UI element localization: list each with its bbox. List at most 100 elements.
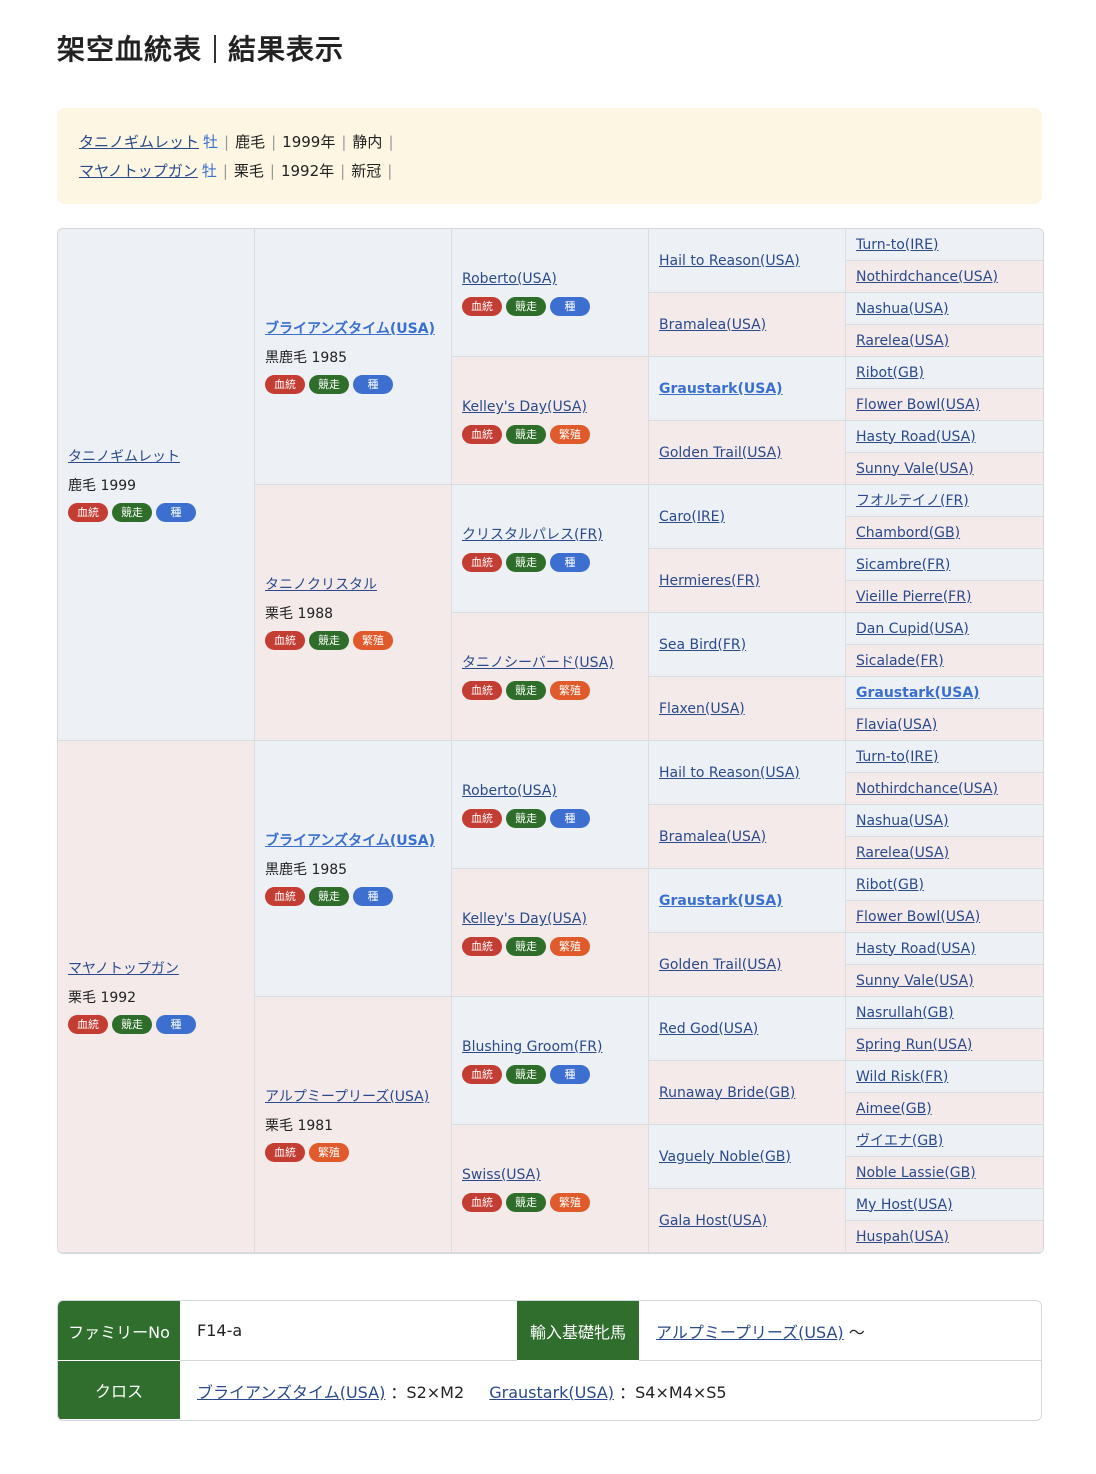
badge-race[interactable]: 競走 <box>506 681 546 700</box>
badge-blood[interactable]: 血統 <box>462 297 502 316</box>
badge-race[interactable]: 競走 <box>506 1065 546 1084</box>
horse-link[interactable]: Sicambre(FR) <box>856 556 951 573</box>
badge-blood[interactable]: 血統 <box>265 887 305 906</box>
horse-link[interactable]: Graustark(USA) <box>659 380 783 397</box>
horse-link[interactable]: Ribot(GB) <box>856 876 924 893</box>
horse-link[interactable]: タニノクリスタル <box>265 577 377 593</box>
horse-link[interactable]: Nashua(USA) <box>856 812 949 829</box>
import-mare-link[interactable]: アルプミープリーズ(USA) <box>656 1322 844 1342</box>
horse-link[interactable]: Sunny Vale(USA) <box>856 460 974 477</box>
badge-blood[interactable]: 血統 <box>462 1065 502 1084</box>
horse-link[interactable]: Swiss(USA) <box>462 1167 541 1183</box>
horse-link[interactable]: Red God(USA) <box>659 1020 759 1037</box>
badge-blood[interactable]: 血統 <box>462 553 502 572</box>
horse-link[interactable]: タニノシーバード(USA) <box>462 655 614 671</box>
horse-link[interactable]: Nothirdchance(USA) <box>856 780 998 797</box>
badge-stud[interactable]: 種 <box>353 887 393 906</box>
badge-mare[interactable]: 繁殖 <box>353 631 393 650</box>
horse-link[interactable]: Flaxen(USA) <box>659 700 745 717</box>
horse-link[interactable]: Wild Risk(FR) <box>856 1068 949 1085</box>
badge-stud[interactable]: 種 <box>156 1015 196 1034</box>
horse-link[interactable]: Flower Bowl(USA) <box>856 396 981 413</box>
badge-mare[interactable]: 繁殖 <box>550 1193 590 1212</box>
horse-link[interactable]: Nashua(USA) <box>856 300 949 317</box>
horse-link[interactable]: Ribot(GB) <box>856 364 924 381</box>
badge-stud[interactable]: 種 <box>550 1065 590 1084</box>
horse-link[interactable]: Hermieres(FR) <box>659 572 760 589</box>
horse-link[interactable]: Hail to Reason(USA) <box>659 252 800 269</box>
badge-mare[interactable]: 繁殖 <box>550 425 590 444</box>
badge-blood[interactable]: 血統 <box>462 937 502 956</box>
horse-link[interactable]: Golden Trail(USA) <box>659 444 782 461</box>
badge-mare[interactable]: 繁殖 <box>309 1143 349 1162</box>
horse-link[interactable]: Roberto(USA) <box>462 783 557 799</box>
horse-link[interactable]: Noble Lassie(GB) <box>856 1164 976 1181</box>
badge-stud[interactable]: 種 <box>550 297 590 316</box>
badge-race[interactable]: 競走 <box>309 375 349 394</box>
badge-blood[interactable]: 血統 <box>68 503 108 522</box>
horse-link[interactable]: Flavia(USA) <box>856 716 938 733</box>
horse-link[interactable]: Dan Cupid(USA) <box>856 620 969 637</box>
horse-link[interactable]: Nothirdchance(USA) <box>856 268 998 285</box>
horse-link[interactable]: アルプミープリーズ(USA) <box>265 1089 430 1105</box>
badge-blood[interactable]: 血統 <box>462 1193 502 1212</box>
horse-link[interactable]: Kelley's Day(USA) <box>462 911 587 927</box>
horse-link[interactable]: Hasty Road(USA) <box>856 940 976 957</box>
badge-race[interactable]: 競走 <box>506 809 546 828</box>
horse-link[interactable]: フオルテイノ(FR) <box>856 492 969 509</box>
badge-blood[interactable]: 血統 <box>265 1143 305 1162</box>
horse-link[interactable]: Huspah(USA) <box>856 1228 949 1245</box>
badge-race[interactable]: 競走 <box>506 553 546 572</box>
badge-race[interactable]: 競走 <box>506 1193 546 1212</box>
horse-link[interactable]: Graustark(USA) <box>856 684 980 701</box>
horse-link[interactable]: Hail to Reason(USA) <box>659 764 800 781</box>
badge-race[interactable]: 競走 <box>506 297 546 316</box>
horse-link[interactable]: Sicalade(FR) <box>856 652 944 669</box>
horse-link[interactable]: Golden Trail(USA) <box>659 956 782 973</box>
horse-link[interactable]: My Host(USA) <box>856 1196 953 1213</box>
badge-race[interactable]: 競走 <box>309 887 349 906</box>
horse-link[interactable]: ブライアンズタイム(USA) <box>265 321 435 337</box>
badge-blood[interactable]: 血統 <box>462 809 502 828</box>
horse-link[interactable]: Turn-to(IRE) <box>856 748 939 765</box>
badge-stud[interactable]: 種 <box>156 503 196 522</box>
horse-link[interactable]: タニノギムレット <box>68 449 180 465</box>
horse-link[interactable]: Bramalea(USA) <box>659 316 767 333</box>
badge-stud[interactable]: 種 <box>353 375 393 394</box>
horse-link[interactable]: Turn-to(IRE) <box>856 236 939 253</box>
horse-link[interactable]: Bramalea(USA) <box>659 828 767 845</box>
horse-link[interactable]: Hasty Road(USA) <box>856 428 976 445</box>
cross-horse-link[interactable]: Graustark(USA) <box>489 1382 615 1402</box>
horse-link[interactable]: Rarelea(USA) <box>856 332 950 349</box>
horse-link[interactable]: Vaguely Noble(GB) <box>659 1148 791 1165</box>
horse-link[interactable]: Chambord(GB) <box>856 524 961 541</box>
horse-link[interactable]: Rarelea(USA) <box>856 844 950 861</box>
badge-race[interactable]: 競走 <box>506 425 546 444</box>
horse-link[interactable]: Blushing Groom(FR) <box>462 1039 603 1055</box>
badge-blood[interactable]: 血統 <box>462 425 502 444</box>
badge-blood[interactable]: 血統 <box>265 375 305 394</box>
horse-link[interactable]: Graustark(USA) <box>659 892 783 909</box>
badge-mare[interactable]: 繁殖 <box>550 937 590 956</box>
badge-race[interactable]: 競走 <box>309 631 349 650</box>
badge-stud[interactable]: 種 <box>550 553 590 572</box>
horse-link[interactable]: Vieille Pierre(FR) <box>856 588 972 605</box>
horse-link[interactable]: ブライアンズタイム(USA) <box>265 833 435 849</box>
horse-link[interactable]: ヴイエナ(GB) <box>856 1132 944 1149</box>
badge-race[interactable]: 競走 <box>112 1015 152 1034</box>
badge-race[interactable]: 競走 <box>112 503 152 522</box>
horse-link[interactable]: Gala Host(USA) <box>659 1212 768 1229</box>
horse-link[interactable]: Flower Bowl(USA) <box>856 908 981 925</box>
badge-race[interactable]: 競走 <box>506 937 546 956</box>
horse-link[interactable]: Sunny Vale(USA) <box>856 972 974 989</box>
badge-blood[interactable]: 血統 <box>265 631 305 650</box>
horse-link[interactable]: マヤノトップガン <box>68 961 179 977</box>
horse-link[interactable]: Aimee(GB) <box>856 1100 932 1117</box>
horse-link[interactable]: Nasrullah(GB) <box>856 1004 954 1021</box>
horse-link[interactable]: Sea Bird(FR) <box>659 636 747 653</box>
horse-link[interactable]: Roberto(USA) <box>462 271 557 287</box>
badge-stud[interactable]: 種 <box>550 809 590 828</box>
dam-sire-link[interactable]: マヤノトップガン <box>79 162 198 180</box>
horse-link[interactable]: Runaway Bride(GB) <box>659 1084 796 1101</box>
sire-link[interactable]: タニノギムレット <box>79 133 200 151</box>
